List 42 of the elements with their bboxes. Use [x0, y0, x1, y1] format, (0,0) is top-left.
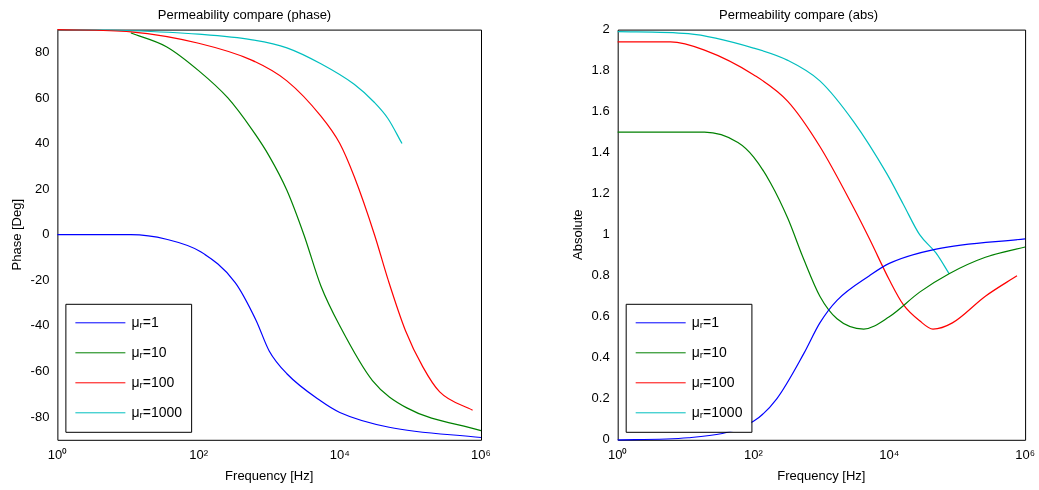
chart-title: Permeability compare (phase)	[157, 7, 332, 23]
chart-title: Permeability compare (abs)	[719, 7, 878, 23]
legend-label: μᵣ=10	[691, 343, 728, 360]
y-tick-label: -20	[30, 271, 50, 287]
x-tick-label: 10⁶	[471, 447, 491, 463]
y-tick-label: 1.6	[591, 103, 610, 119]
y-tick-label: 0.6	[591, 308, 610, 324]
x-tick-label: 10⁴	[329, 447, 350, 463]
legend-label: μᵣ=1	[131, 313, 159, 330]
y-tick-label: -80	[30, 408, 50, 424]
x-tick-label: 10⁰	[47, 447, 68, 463]
x-tick-label: 10⁴	[879, 447, 900, 463]
y-tick-label: 0	[602, 431, 610, 447]
y-tick-label: 1.2	[591, 185, 610, 201]
y-tick-label: 0.4	[591, 349, 610, 365]
y-axis-title: Phase [Deg]	[9, 198, 25, 271]
y-tick-label: 20	[34, 180, 50, 196]
x-tick-label: 10²	[744, 447, 764, 463]
legend-label: μᵣ=1	[691, 313, 720, 330]
y-tick-label: 2	[602, 21, 610, 37]
y-tick-label: 1.4	[591, 144, 610, 160]
legend-label: μᵣ=100	[131, 373, 175, 390]
legend-label: μᵣ=1000	[691, 403, 743, 420]
y-tick-label: -40	[30, 317, 50, 333]
legend-label: μᵣ=10	[131, 343, 167, 360]
x-tick-label: 10²	[189, 447, 209, 463]
x-axis-title: Frequency [Hz]	[777, 467, 866, 483]
y-tick-label: 40	[34, 135, 50, 151]
x-axis-title: Frequency [Hz]	[225, 467, 314, 483]
legend-label: μᵣ=100	[691, 373, 735, 390]
y-tick-label: 0.8	[591, 267, 610, 283]
y-axis-title: Absolute	[570, 209, 586, 260]
legend-label: μᵣ=1000	[131, 403, 183, 420]
y-tick-label: 80	[34, 43, 50, 59]
y-tick-label: 0	[42, 226, 50, 242]
y-tick-label: 60	[34, 89, 50, 105]
y-tick-label: -60	[30, 363, 50, 379]
x-tick-label: 10⁰	[607, 447, 628, 463]
y-tick-label: 0.2	[591, 390, 610, 406]
y-tick-label: 1.8	[591, 62, 610, 78]
y-tick-label: 1	[602, 226, 610, 242]
x-tick-label: 10⁶	[1015, 447, 1035, 463]
